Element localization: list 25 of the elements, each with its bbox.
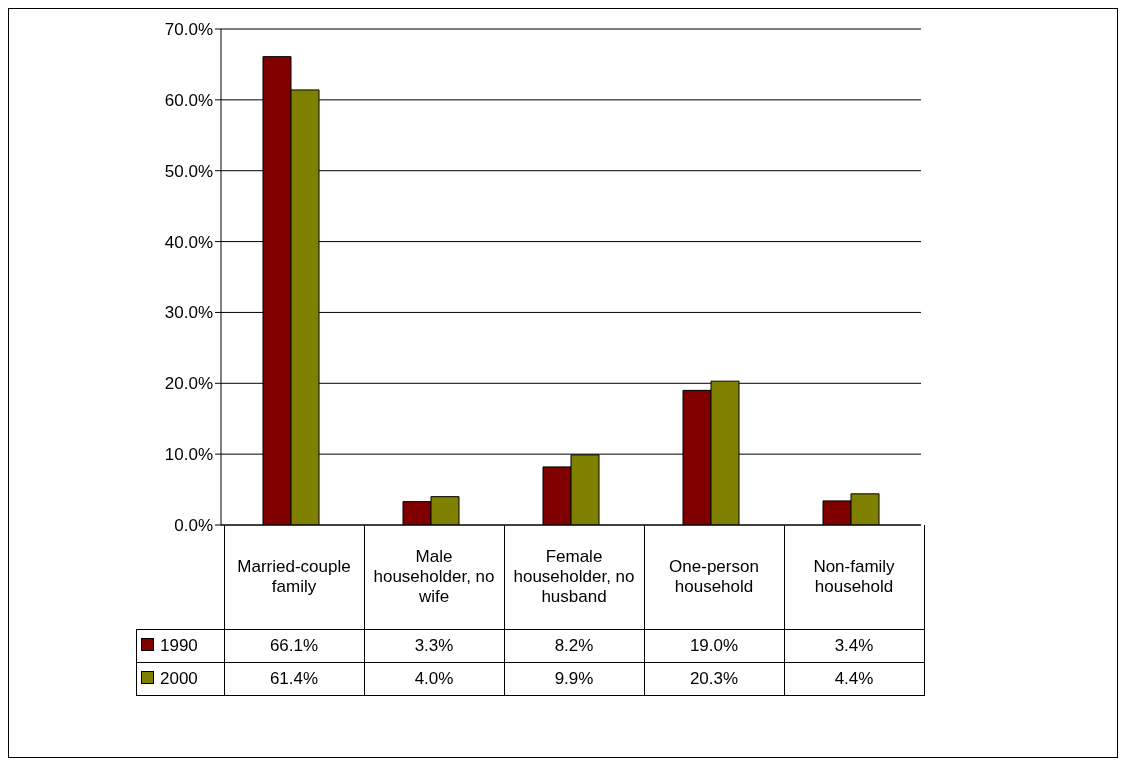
y-tick-label: 50.0% — [164, 161, 213, 181]
y-tick-label: 30.0% — [164, 303, 213, 323]
legend-label: 1990 — [136, 629, 224, 662]
x-tick-label: Married-couple family — [224, 525, 364, 629]
data-label: 8.2% — [504, 629, 644, 662]
data-label: 3.3% — [364, 629, 504, 662]
x-tick-label: Non-family household — [784, 525, 924, 629]
data-label: 4.4% — [784, 662, 924, 695]
data-label: 66.1% — [224, 629, 364, 662]
x-tick-label: Male householder, no wife — [364, 525, 504, 629]
y-tick-label: 40.0% — [164, 232, 213, 252]
data-label: 19.0% — [644, 629, 784, 662]
y-tick-label: 60.0% — [164, 90, 213, 110]
data-label: 61.4% — [224, 662, 364, 695]
y-tick-label: 70.0% — [164, 20, 213, 40]
y-tick-label: 10.0% — [164, 445, 213, 465]
data-label: 4.0% — [364, 662, 504, 695]
data-label: 9.9% — [504, 662, 644, 695]
legend-label: 2000 — [136, 662, 224, 695]
y-tick-label: 20.0% — [164, 374, 213, 394]
y-tick-label: 0.0% — [174, 516, 213, 536]
data-label: 3.4% — [784, 629, 924, 662]
data-label: 20.3% — [644, 662, 784, 695]
x-tick-label: One-person household — [644, 525, 784, 629]
x-tick-label: Female householder, no husband — [504, 525, 644, 629]
